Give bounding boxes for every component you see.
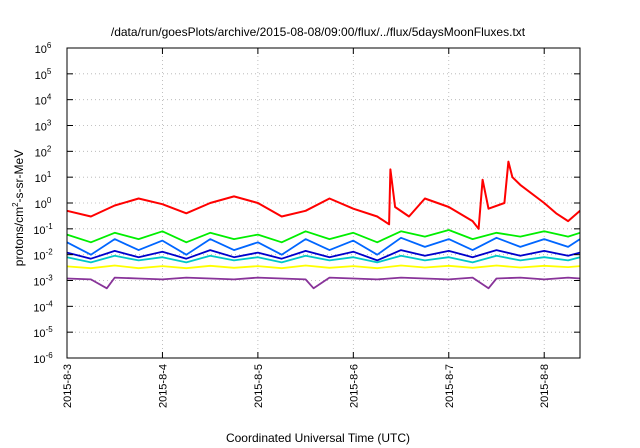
x-tick-label: 2015-8-6 <box>348 364 360 408</box>
grid <box>67 48 580 358</box>
x-axis: 2015-8-3 2015-8-4 2015-8-5 2015-8-6 2015-8-7… <box>62 48 551 408</box>
y-tick-label: 106 <box>35 41 52 56</box>
chart-title: /data/run/goesPlots/archive/2015-08-08/0… <box>111 25 526 39</box>
x-tick-label: 2015-8-7 <box>444 364 456 408</box>
x-tick-label: 2015-8-5 <box>253 364 265 408</box>
y-axis: 10-6 10-5 10-4 10-3 10-2 10-1 100 101 102 103 104 1… <box>33 41 580 366</box>
series-line-4 <box>66 236 581 256</box>
series-group <box>66 160 581 290</box>
x-tick-label: 2015-8-4 <box>157 364 169 408</box>
y-tick-label: 10-1 <box>33 222 53 237</box>
series-line-5 <box>66 249 581 262</box>
series-line-7 <box>66 276 581 290</box>
y-axis-label: protons/cm2-s-sr-MeV <box>11 150 26 266</box>
y-tick-label: 10-3 <box>33 274 53 289</box>
y-tick-label: 100 <box>35 196 52 211</box>
y-tick-label: 105 <box>35 67 52 82</box>
series-line-2 <box>66 229 581 244</box>
y-tick-label: 10-6 <box>33 351 53 366</box>
y-tick-label: 102 <box>35 144 52 159</box>
x-tick-label: 2015-8-3 <box>62 364 74 408</box>
y-tick-label: 101 <box>35 170 52 185</box>
x-axis-label: Coordinated Universal Time (UTC) <box>226 431 410 445</box>
y-tick-label: 10-4 <box>33 299 53 314</box>
y-tick-label: 103 <box>35 119 52 134</box>
y-tick-label: 10-2 <box>33 248 53 263</box>
y-tick-label: 104 <box>35 93 52 108</box>
x-tick-label: 2015-8-8 <box>539 364 551 408</box>
series-line-6 <box>66 264 581 270</box>
series-line-3 <box>66 254 581 264</box>
y-tick-label: 10-5 <box>33 325 53 340</box>
series-line-1 <box>66 160 581 230</box>
